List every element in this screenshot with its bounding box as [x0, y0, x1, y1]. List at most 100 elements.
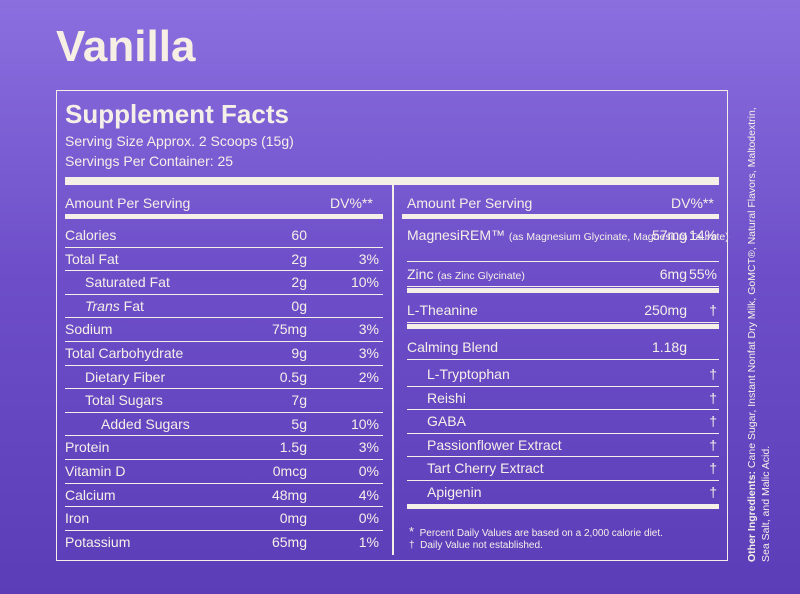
blend-ingredient-dv: † [709, 366, 717, 382]
nutrient-row-calming-blend: Calming Blend 1.18g [407, 336, 719, 360]
nutrient-row: Protein 1.5g 3% [65, 436, 383, 460]
blend-ingredient-row: L-Tryptophan † [407, 363, 719, 387]
nutrient-amount: 0g [291, 297, 307, 314]
nutrient-row-magnesirem: MagnesiREM™ (as Magnesium Glycinate, Mag… [407, 224, 729, 262]
serving-size: Serving Size Approx. 2 Scoops (15g) [65, 133, 294, 149]
nutrient-amount: 60 [291, 227, 307, 243]
blend-ingredient-name: L-Tryptophan [427, 366, 510, 382]
nutrient-amount: 48mg [271, 486, 307, 503]
nutrient-amount: 250mg [644, 302, 687, 318]
nutrient-dv: 10% [350, 415, 379, 432]
blend-ingredient-name: Passionflower Extract [427, 436, 562, 453]
nutrient-amount: 7g [291, 392, 307, 409]
nutrient-dv: 1% [358, 533, 379, 550]
panel-title: Supplement Facts [65, 99, 289, 129]
nutrient-name: Potassium [65, 533, 131, 550]
nutrient-name: Saturated Fat [85, 274, 170, 291]
nutrient-name: Dietary Fiber [85, 368, 166, 385]
dv-header-right: DV%** [671, 195, 714, 211]
nutrient-name: Total Fat [65, 250, 119, 267]
nutrient-row: Iron 0mg 0% [65, 507, 383, 531]
nutrient-row: Total Fat 2g 3% [65, 248, 383, 272]
nutrient-dv: † [709, 302, 717, 318]
nutrient-amount: 9g [291, 345, 307, 361]
nutrient-name: Vitamin D [65, 463, 126, 479]
nutrient-name: L-Theanine [407, 302, 478, 318]
nutrient-name: Iron [65, 510, 90, 527]
nutrient-row: Saturated Fat 2g 10% [65, 271, 383, 295]
nutrient-name: Trans Fat [85, 297, 144, 314]
nutrient-name: Total Carbohydrate [65, 345, 184, 361]
blend-ingredient-name: Apigenin [427, 484, 482, 500]
nutrient-amount: 5g [291, 415, 307, 432]
supplement-facts-panel: Supplement Facts Serving Size Approx. 2 … [56, 90, 729, 561]
nutrient-row: Sodium 75mg 3% [65, 318, 383, 342]
nutrient-amount: 6mg [659, 266, 687, 282]
thick-divider-top [65, 177, 719, 185]
nutrient-dv: 0% [358, 463, 379, 479]
nutrient-dv: 3% [358, 439, 379, 456]
nutrient-row: Dietary Fiber 0.5g 2% [65, 366, 383, 390]
flavor-title: Vanilla [56, 22, 196, 71]
nutrient-row: Total Carbohydrate 9g 3% [65, 342, 383, 366]
nutrient-amount: 1.18g [651, 339, 687, 355]
nutrient-dv: 10% [350, 274, 379, 291]
blend-ingredient-row: Apigenin † [407, 481, 719, 505]
nutrient-name: MagnesiREM™ (as Magnesium Glycinate, Mag… [407, 227, 729, 243]
nutrient-amount: 57mg [651, 227, 687, 243]
nutrient-dv: 3% [358, 345, 379, 361]
nutrient-name: Sodium [65, 321, 113, 338]
nutrient-amount: 0.5g [279, 368, 307, 385]
blend-ingredient-name: Reishi [427, 389, 466, 406]
blend-ingredient-row: Passionflower Extract † [407, 434, 719, 458]
blend-ingredient-dv: † [709, 413, 717, 430]
blend-ingredient-dv: † [709, 436, 717, 453]
nutrient-amount: 75mg [271, 321, 307, 338]
nutrient-amount: 2g [291, 274, 307, 291]
nutrient-row: Added Sugars 5g 10% [65, 413, 383, 437]
nutrient-row: Potassium 65mg 1% [65, 531, 383, 555]
nutrient-row: Calcium 48mg 4% [65, 484, 383, 508]
footnote-not-established: † Daily Value not established. [409, 540, 543, 551]
nutrient-dv: 0% [358, 510, 379, 527]
nutrient-name: Calcium [65, 486, 116, 503]
amount-header-left: Amount Per Serving [65, 195, 191, 211]
amount-header-right: Amount Per Serving [407, 195, 533, 211]
nutrient-amount: 2g [291, 250, 307, 267]
blend-ingredient-dv: † [709, 484, 717, 500]
blend-ingredient-row: Reishi † [407, 387, 719, 411]
nutrient-dv: 14% [688, 227, 717, 243]
blend-ingredient-name: Tart Cherry Extract [427, 460, 544, 477]
nutrient-row: Total Sugars 7g [65, 389, 383, 413]
thick-divider-theanine [407, 324, 719, 329]
nutrient-row-theanine: L-Theanine 250mg † [407, 299, 719, 323]
blend-ingredient-dv: † [709, 460, 717, 477]
nutrient-dv: 2% [358, 368, 379, 385]
thick-divider-right [402, 214, 719, 219]
thick-divider-zinc [407, 288, 719, 293]
column-divider [392, 185, 394, 555]
nutrient-name: Added Sugars [101, 415, 190, 432]
nutrient-name: Protein [65, 439, 110, 456]
thick-divider-bottom [407, 504, 719, 509]
nutrient-row: Vitamin D 0mcg 0% [65, 460, 383, 484]
nutrient-dv: 3% [358, 321, 379, 338]
nutrient-row-zinc: Zinc (as Zinc Glycinate) 6mg 55% [407, 263, 719, 287]
nutrient-dv: 55% [688, 266, 717, 282]
nutrient-name: Calories [65, 227, 117, 243]
blend-ingredient-row: Tart Cherry Extract † [407, 457, 719, 481]
nutrient-name: Total Sugars [85, 392, 163, 409]
servings-per-container: Servings Per Container: 25 [65, 153, 234, 169]
other-ingredients: Other Ingredients: Cane Sugar, Instant N… [746, 107, 772, 562]
blend-ingredient-row: GABA † [407, 410, 719, 434]
nutrient-dv: 3% [358, 250, 379, 267]
nutrient-name: Calming Blend [407, 339, 499, 355]
dv-header-left: DV%** [330, 195, 373, 211]
blend-ingredient-dv: † [709, 389, 717, 406]
nutrient-amount: 0mg [279, 510, 307, 527]
blend-ingredient-name: GABA [427, 413, 466, 430]
nutrient-row: Trans Fat 0g [65, 295, 383, 319]
nutrient-dv: 4% [358, 486, 379, 503]
nutrient-amount: 0mcg [272, 463, 307, 479]
nutrient-row: Calories 60 [65, 224, 383, 248]
